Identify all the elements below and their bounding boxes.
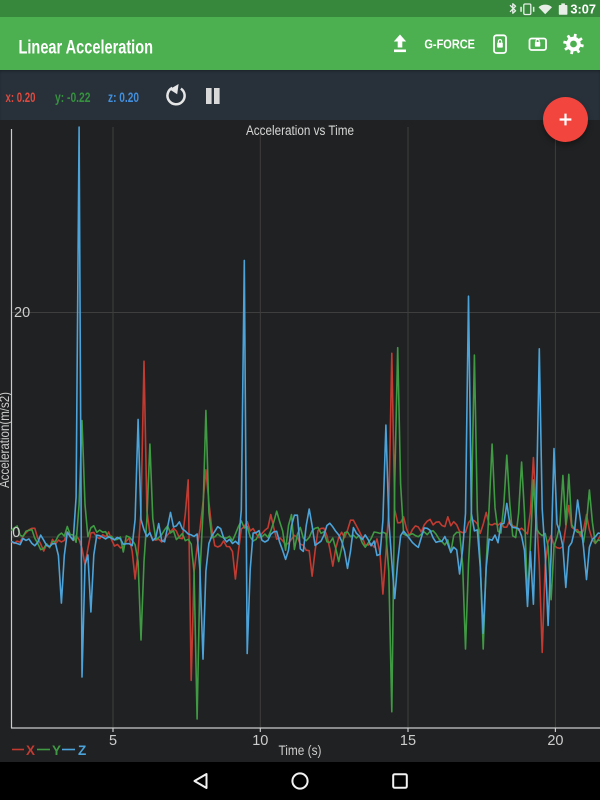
svg-text:5: 5 — [109, 733, 117, 749]
svg-text:20: 20 — [547, 733, 563, 749]
svg-text:G-FORCE: G-FORCE — [424, 38, 475, 52]
svg-text:3:07: 3:07 — [570, 3, 596, 17]
svg-text:y: -0.22: y: -0.22 — [55, 90, 91, 105]
svg-text:Y: Y — [52, 743, 61, 758]
svg-text:x: 0.20: x: 0.20 — [6, 90, 36, 105]
svg-text:Acceleration vs Time: Acceleration vs Time — [246, 123, 354, 138]
svg-text:10: 10 — [252, 733, 268, 749]
svg-text:0: 0 — [12, 525, 20, 541]
svg-text:20: 20 — [14, 305, 30, 321]
svg-text:Linear Acceleration: Linear Acceleration — [19, 36, 154, 58]
svg-text:15: 15 — [400, 733, 416, 749]
svg-text:Z: Z — [78, 743, 86, 758]
svg-text:z: 0.20: z: 0.20 — [108, 90, 139, 105]
svg-text:Acceleration(m/s2): Acceleration(m/s2) — [0, 392, 12, 488]
svg-text:Time (s): Time (s) — [279, 743, 322, 758]
svg-text:X: X — [26, 743, 35, 758]
